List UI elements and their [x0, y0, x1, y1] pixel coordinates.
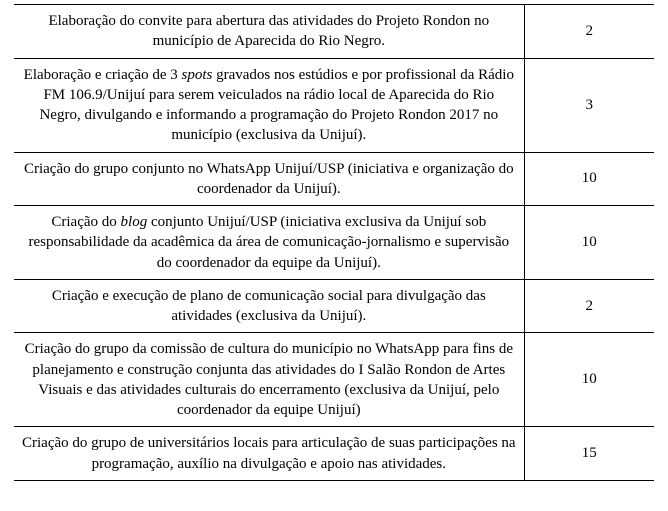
table-row: Criação do grupo conjunto no WhatsApp Un…	[14, 152, 654, 206]
table-row: Criação do grupo de universitários locai…	[14, 427, 654, 481]
activity-description: Criação do blog conjunto Unijuí/USP (ini…	[14, 206, 524, 280]
activity-value: 10	[524, 152, 654, 206]
activity-description: Criação do grupo de universitários locai…	[14, 427, 524, 481]
activity-value: 2	[524, 279, 654, 333]
table-row: Criação do blog conjunto Unijuí/USP (ini…	[14, 206, 654, 280]
activity-value: 10	[524, 206, 654, 280]
activities-table: Elaboração do convite para abertura das …	[14, 4, 654, 481]
activity-value: 2	[524, 5, 654, 59]
table-row: Criação do grupo da comissão de cultura …	[14, 333, 654, 427]
activity-value: 10	[524, 333, 654, 427]
table-row: Criação e execução de plano de comunicaç…	[14, 279, 654, 333]
activity-value: 15	[524, 427, 654, 481]
activity-description: Elaboração do convite para abertura das …	[14, 5, 524, 59]
activity-description: Criação do grupo conjunto no WhatsApp Un…	[14, 152, 524, 206]
activities-tbody: Elaboração do convite para abertura das …	[14, 5, 654, 481]
activity-value: 3	[524, 58, 654, 152]
activity-description: Elaboração e criação de 3 spots gravados…	[14, 58, 524, 152]
activity-description: Criação do grupo da comissão de cultura …	[14, 333, 524, 427]
activity-description: Criação e execução de plano de comunicaç…	[14, 279, 524, 333]
table-row: Elaboração do convite para abertura das …	[14, 5, 654, 59]
table-row: Elaboração e criação de 3 spots gravados…	[14, 58, 654, 152]
